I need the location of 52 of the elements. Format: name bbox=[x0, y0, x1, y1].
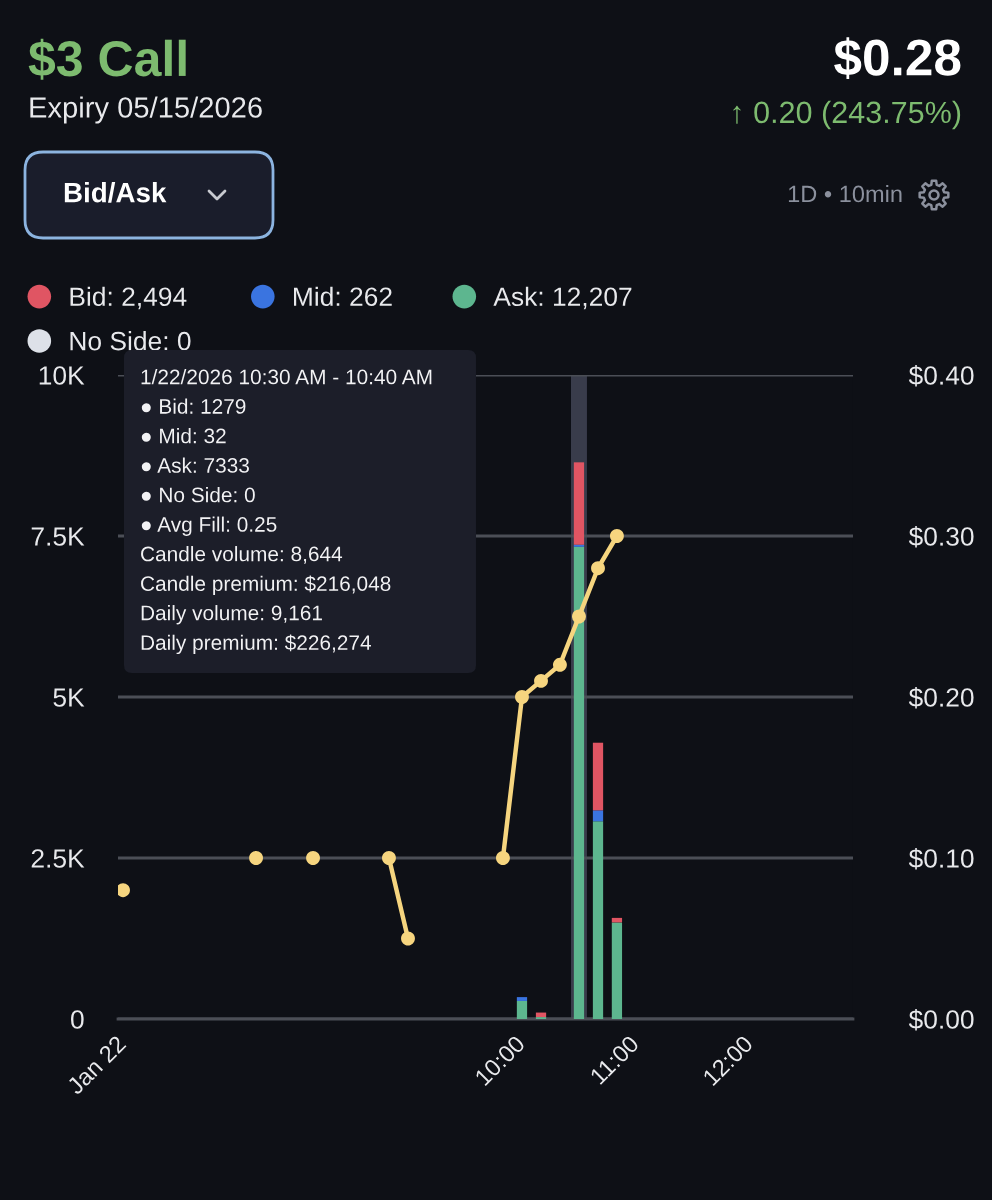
annotation: ● No Side: 0 bbox=[141, 487, 255, 503]
bar bbox=[516, 1000, 528, 1019]
y-tick-label: 10K bbox=[39, 366, 85, 385]
text: ↑ 0.20 (243.75%) bbox=[733, 100, 961, 130]
annotation: ● Ask: 7333 bbox=[141, 457, 249, 473]
y-tick-label: 2.5K bbox=[31, 849, 85, 868]
y2-tick-label: $0.30 bbox=[908, 526, 974, 548]
point bbox=[591, 561, 605, 576]
chart-title: $3 Call bbox=[28, 38, 186, 80]
legend-label: Mid: 262 bbox=[294, 286, 392, 307]
point bbox=[572, 609, 586, 624]
bar bbox=[573, 462, 585, 545]
annotation: ● Avg Fill: 0.25 bbox=[141, 516, 277, 536]
point bbox=[534, 673, 548, 688]
bar bbox=[592, 821, 604, 1019]
y2-tick-label: $0.20 bbox=[908, 687, 974, 709]
chart-subtitle: Expiry 05/15/2026 bbox=[30, 96, 262, 124]
bar bbox=[611, 922, 623, 1019]
y2-tick-label: $0.40 bbox=[908, 365, 974, 387]
annotation: 1/22/2026 10:30 AM - 10:40 AM bbox=[141, 369, 432, 385]
point bbox=[249, 851, 263, 865]
bar bbox=[573, 546, 585, 1019]
y-tick-label: 7.5K bbox=[31, 527, 85, 546]
point bbox=[552, 657, 567, 672]
legend-label: Bid: 2,494 bbox=[70, 286, 187, 310]
bar bbox=[592, 742, 604, 811]
legend-label: No Side: 0 bbox=[70, 331, 191, 351]
point bbox=[401, 931, 415, 946]
point bbox=[382, 851, 396, 865]
y2-tick-label: $0.00 bbox=[908, 1009, 974, 1031]
bar bbox=[592, 810, 604, 822]
annotation: Daily volume: 9,161 bbox=[141, 605, 322, 625]
point bbox=[306, 851, 320, 865]
bar bbox=[573, 544, 585, 547]
y-tick-label: 0 bbox=[71, 1010, 84, 1029]
text: $0.28 bbox=[834, 37, 961, 80]
text: 1D • 10min bbox=[788, 185, 902, 203]
y-tick-label: 5K bbox=[53, 688, 85, 707]
point bbox=[609, 529, 624, 543]
point bbox=[515, 690, 529, 704]
annotation: Candle volume: 8,644 bbox=[141, 546, 343, 564]
annotation: ● Mid: 32 bbox=[141, 428, 226, 444]
y2-tick-label: $0.10 bbox=[908, 848, 974, 870]
bar bbox=[516, 997, 528, 1001]
x-tick-label: Jan 22 bbox=[65, 1034, 127, 1096]
point bbox=[496, 851, 510, 865]
annotation: ● Bid: 1279 bbox=[141, 398, 246, 414]
annotation: Candle premium: $216,048 bbox=[141, 575, 391, 596]
annotation: Daily premium: $226,274 bbox=[141, 634, 371, 655]
text: Bid/Ask bbox=[64, 182, 167, 203]
legend-label: Ask: 12,207 bbox=[493, 286, 632, 310]
point bbox=[118, 883, 130, 898]
